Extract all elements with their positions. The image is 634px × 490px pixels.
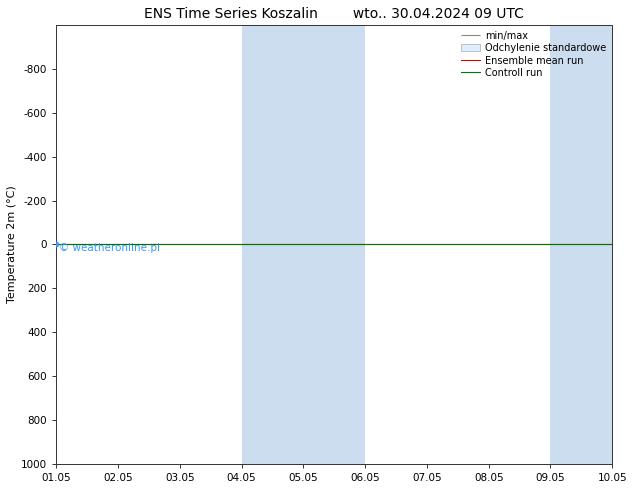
Text: © weatheronline.pl: © weatheronline.pl [59,243,160,252]
Legend: min/max, Odchylenie standardowe, Ensemble mean run, Controll run: min/max, Odchylenie standardowe, Ensembl… [458,28,609,81]
Bar [242,25,365,464]
Title: ENS Time Series Koszalin        wto.. 30.04.2024 09 UTC: ENS Time Series Koszalin wto.. 30.04.202… [145,7,524,21]
Y-axis label: Temperature 2m (°C): Temperature 2m (°C) [7,186,17,303]
Bar [550,25,634,464]
